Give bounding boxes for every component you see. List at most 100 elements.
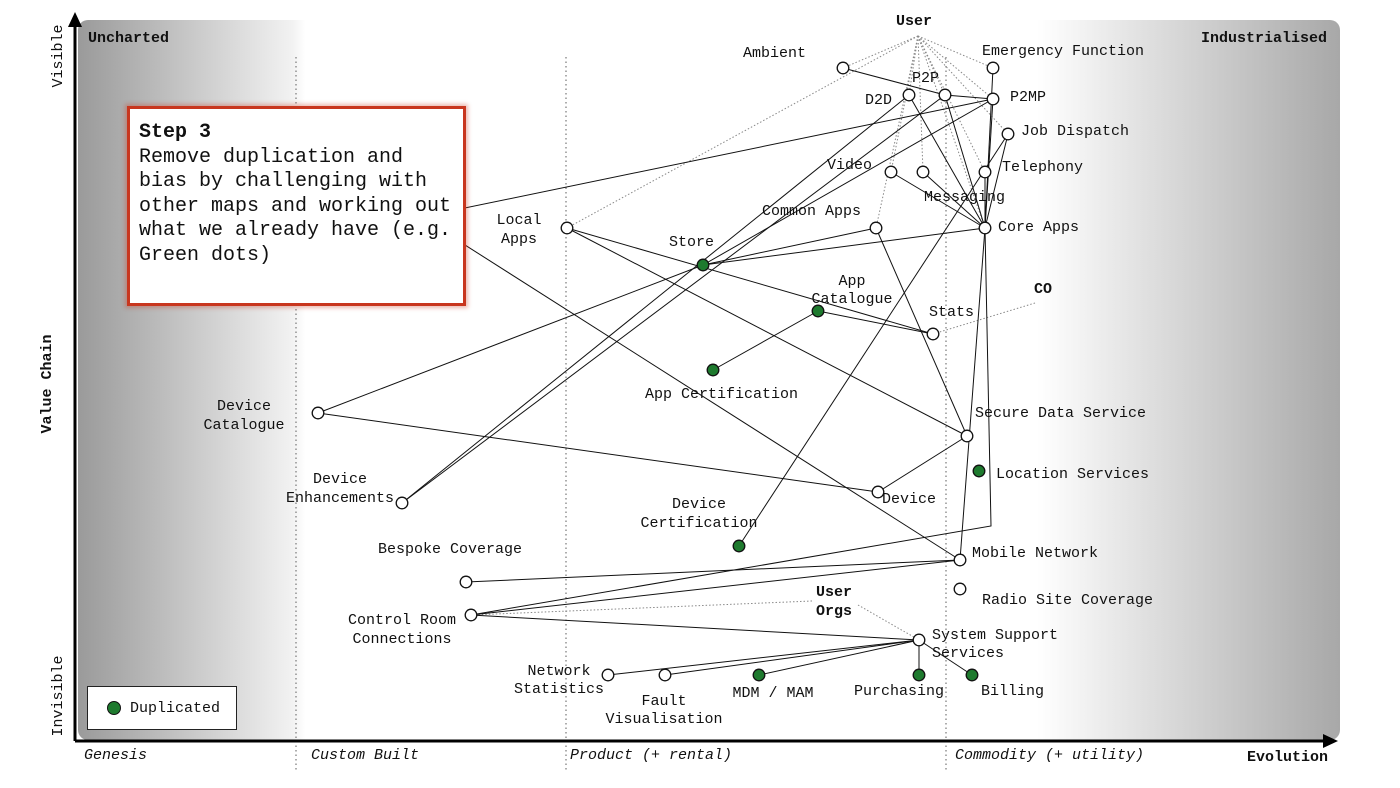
node-control-room [464, 608, 478, 622]
axis-label-value-chain: Value Chain [39, 334, 56, 433]
label-device-enhancements: Enhancements [286, 490, 394, 507]
node-device-catalogue [311, 406, 325, 420]
user-link-local_apps [566, 35, 919, 229]
link-p2p-core_apps [944, 94, 986, 229]
link-system_support-mdm_mam [758, 639, 920, 676]
node-local-apps [560, 221, 574, 235]
node-emergency [986, 61, 1000, 75]
user-orgs-link-control-room [470, 600, 813, 616]
label-messaging: Messaging [924, 189, 1005, 206]
node-core-apps [978, 221, 992, 235]
stage-label: Genesis [84, 747, 147, 764]
label-p2mp: P2MP [1010, 89, 1046, 106]
label-app-catalogue: Catalogue [811, 291, 892, 308]
user-link-ambient [842, 35, 919, 69]
node-device-certification [732, 539, 746, 553]
link-messaging-core_apps [922, 171, 986, 229]
node-network-stats [601, 668, 615, 682]
link-p2p-p2mp [944, 94, 994, 100]
link-local_apps-stats [566, 227, 934, 335]
axis-label-evolution: Evolution [1247, 749, 1328, 766]
stage-label: Commodity (+ utility) [955, 747, 1144, 764]
anchor-co: CO [1034, 281, 1052, 298]
link-control-room-core-apps [470, 227, 992, 616]
link-p2mp-store [702, 98, 994, 266]
node-job-dispatch [1001, 127, 1015, 141]
label-location: Location Services [996, 466, 1149, 483]
label-d2d: D2D [865, 92, 892, 109]
link-job_dispatch-core_apps [984, 133, 1009, 229]
link-p2mp-core_apps [984, 98, 994, 229]
corner-uncharted: Uncharted [88, 30, 169, 47]
link-p2p-device_enhancements [401, 94, 946, 504]
node-device-enhancements [395, 496, 409, 510]
label-device-catalogue: Device [217, 398, 271, 415]
link-app_catalogue-app_certification [712, 310, 819, 371]
node-fault-vis [658, 668, 672, 682]
label-fault-vis: Fault [641, 693, 686, 710]
label-emergency: Emergency Function [982, 43, 1144, 60]
label-local-apps: Local [496, 212, 541, 229]
axis-label-visible: Visible [50, 24, 67, 87]
link-d2d-core_apps [908, 94, 986, 229]
link-core_apps-mobile_network [959, 227, 986, 561]
legend: Duplicated [87, 686, 237, 730]
node-secure-data [960, 429, 974, 443]
node-app-catalogue [811, 304, 825, 318]
node-device [871, 485, 885, 499]
step-3-callout: Step 3 Remove duplication and bias by ch… [127, 106, 466, 306]
user-link-p2mp [917, 35, 994, 100]
label-local-apps: Apps [501, 231, 537, 248]
node-system-support [912, 633, 926, 647]
link-app_catalogue-stats [817, 310, 934, 335]
node-app-certification [706, 363, 720, 377]
node-ambient [836, 61, 850, 75]
corner-industrialised: Industrialised [1201, 30, 1327, 47]
node-stats [926, 327, 940, 341]
y-axis-arrow-icon [68, 12, 82, 27]
user-link-emergency [917, 35, 994, 69]
dotted-links [470, 35, 1036, 641]
label-secure-data: Secure Data Service [975, 405, 1146, 422]
node-bespoke-coverage [459, 575, 473, 589]
label-control-room: Control Room [348, 612, 456, 629]
label-job-dispatch: Job Dispatch [1021, 123, 1129, 140]
x-axis-arrow-icon [1323, 734, 1338, 748]
axes [68, 12, 1338, 748]
link-device-secure_data [877, 435, 968, 493]
links [299, 67, 1009, 676]
nodes [311, 61, 1015, 682]
link-control_room-mobile_network [470, 559, 961, 616]
label-mdm-mam: MDM / MAM [732, 685, 813, 702]
axis-label-invisible: Invisible [50, 655, 67, 736]
label-device-enhancements: Device [313, 471, 367, 488]
label-telephony: Telephony [1002, 159, 1083, 176]
label-fault-vis: Visualisation [605, 711, 722, 728]
node-billing [965, 668, 979, 682]
stage-label: Product (+ rental) [570, 747, 732, 764]
label-system-support: Services [932, 645, 1004, 662]
label-system-support: System Support [932, 627, 1058, 644]
node-d2d [902, 88, 916, 102]
label-network-stats: Statistics [514, 681, 604, 698]
label-mobile-network: Mobile Network [972, 545, 1098, 562]
label-network-stats: Network [527, 663, 590, 680]
texts: Ambient Emergency Function P2P D2D P2MP Job D… [39, 13, 1328, 766]
link-device_catalogue-device [317, 412, 879, 493]
link-bespoke_coverage-mobile_network [465, 559, 961, 583]
label-billing: Billing [981, 683, 1044, 700]
link-system_support-network_stats [607, 639, 920, 676]
link-control_room-system_support [470, 614, 920, 641]
link-device_certification-job_dispatch [738, 133, 1009, 547]
anchor-user-orgs: User [816, 584, 852, 601]
label-device-certification: Certification [640, 515, 757, 532]
link-core_apps-store [702, 227, 986, 266]
link-system_support-fault_vis [664, 639, 920, 676]
label-p2p: P2P [912, 70, 939, 87]
link-local_apps-secure_data [566, 227, 968, 437]
user-link-telephony [917, 35, 986, 173]
label-common-apps: Common Apps [762, 203, 861, 220]
label-device-catalogue: Catalogue [203, 417, 284, 434]
label-core-apps: Core Apps [998, 219, 1079, 236]
anchor-user: User [896, 13, 932, 30]
